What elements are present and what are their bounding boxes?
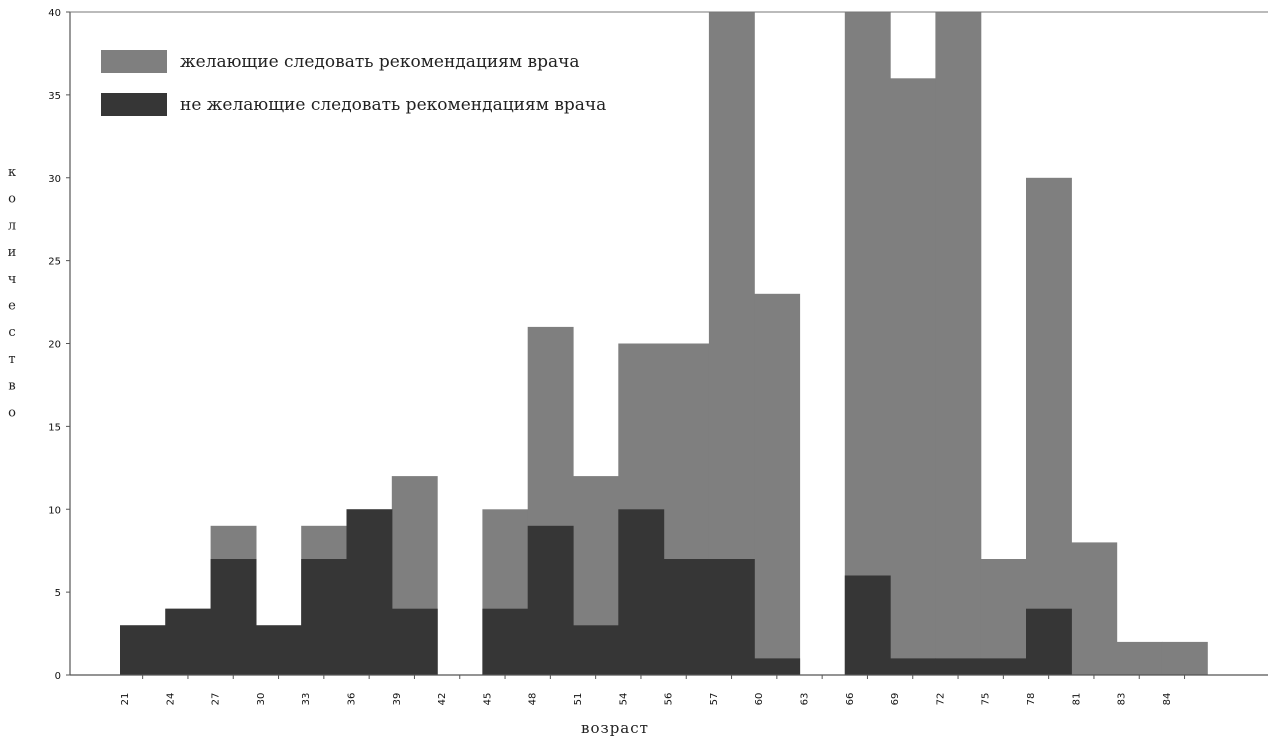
legend-label-unwilling: не желающие следовать рекомендациям врач…: [180, 95, 606, 115]
bar-unwilling-33: [301, 559, 348, 675]
y-tick-label-0: 0: [55, 671, 61, 682]
bar-willing-78: [1026, 177, 1072, 676]
legend-swatch-unwilling: [101, 93, 167, 116]
x-tick-label-72: 72: [935, 693, 946, 706]
x-tick-label-45: 45: [482, 693, 493, 706]
bar-unwilling-45: [482, 608, 529, 675]
bar-unwilling-30: [255, 625, 302, 675]
x-axis-title: возраст: [581, 719, 649, 737]
x-tick-label-51: 51: [573, 693, 584, 706]
x-tick-label-81: 81: [1071, 693, 1082, 706]
x-tick-label-83: 83: [1117, 693, 1128, 706]
bar-willing-66: [844, 12, 891, 675]
y-tick-label-10: 10: [48, 505, 61, 516]
legend: желающие следовать рекомендациям врача не…: [101, 50, 606, 116]
y-axis-title-letter: о: [8, 405, 16, 420]
legend-label-willing: желающие следовать рекомендациям врача: [180, 52, 579, 72]
x-tick-label-57: 57: [709, 693, 720, 706]
x-tick-label-56: 56: [664, 693, 675, 706]
bar-unwilling-69: [890, 658, 936, 675]
x-tick-label-63: 63: [800, 693, 811, 706]
x-tick-label-21: 21: [120, 693, 131, 706]
bar-unwilling-27: [210, 559, 257, 675]
y-axis-title-letter: т: [8, 352, 15, 367]
bar-unwilling-75: [980, 658, 1027, 675]
legend-swatch-willing: [101, 50, 167, 73]
y-axis-title-letter: ч: [8, 272, 17, 287]
y-axis-title-letter: о: [8, 192, 16, 207]
bars-layer: [120, 12, 1208, 676]
x-tick-label-30: 30: [256, 693, 267, 706]
bar-willing-75: [980, 559, 1027, 675]
y-tick-label-35: 35: [48, 91, 61, 102]
x-tick-label-54: 54: [618, 693, 629, 706]
x-tick-label-66: 66: [845, 693, 856, 706]
x-tick-label-36: 36: [347, 693, 358, 706]
bar-unwilling-39: [391, 608, 438, 675]
bar-unwilling-72: [935, 658, 982, 675]
x-tick-label-84: 84: [1162, 693, 1173, 706]
bar-willing-81: [1071, 542, 1118, 675]
x-tick-label-42: 42: [437, 693, 448, 706]
bar-willing-72: [935, 12, 982, 675]
x-tick-label-39: 39: [392, 693, 403, 706]
y-axis-title-letter: и: [8, 245, 17, 260]
bar-unwilling-56: [663, 559, 710, 675]
y-axis-title-letter: в: [8, 379, 15, 394]
x-tick-label-75: 75: [981, 693, 992, 706]
bar-unwilling-51: [573, 625, 619, 675]
bar-unwilling-36: [346, 509, 393, 676]
axes-layer: 0 5 10 15 20 25 30 35 40 21 24 27 30 33 36 39 42 45 48 51 54…: [48, 8, 1268, 705]
x-tick-label-78: 78: [1026, 693, 1037, 706]
y-tick-label-25: 25: [48, 257, 61, 268]
bar-unwilling-54: [618, 509, 665, 676]
x-tick-label-69: 69: [890, 693, 901, 706]
y-axis-title-letter: е: [8, 299, 16, 314]
bar-willing-69: [890, 78, 936, 676]
y-tick-label-15: 15: [48, 422, 61, 433]
y-axis-title-letter: с: [8, 325, 15, 340]
bar-unwilling-21: [120, 625, 166, 675]
y-tick-label-40: 40: [48, 8, 61, 19]
y-axis-title-letter: л: [8, 218, 16, 233]
bar-willing-83: [1116, 641, 1163, 675]
bar-unwilling-24: [165, 608, 212, 675]
x-tick-label-60: 60: [754, 693, 765, 706]
x-tick-label-27: 27: [211, 693, 222, 706]
y-axis-title-letter: к: [8, 165, 16, 180]
y-tick-label-20: 20: [48, 340, 61, 351]
x-tick-label-24: 24: [165, 693, 176, 706]
bar-unwilling-60: [754, 658, 801, 675]
y-tick-label-30: 30: [48, 174, 61, 185]
bar-unwilling-48: [527, 525, 574, 675]
bar-unwilling-78: [1026, 608, 1072, 675]
x-tick-label-48: 48: [528, 693, 539, 706]
bar-willing-84: [1161, 641, 1208, 675]
x-tick-label-33: 33: [301, 693, 312, 706]
y-tick-label-5: 5: [55, 588, 61, 599]
bar-unwilling-57: [708, 559, 755, 675]
bar-unwilling-66: [844, 575, 891, 675]
bar-willing-60: [754, 293, 801, 675]
